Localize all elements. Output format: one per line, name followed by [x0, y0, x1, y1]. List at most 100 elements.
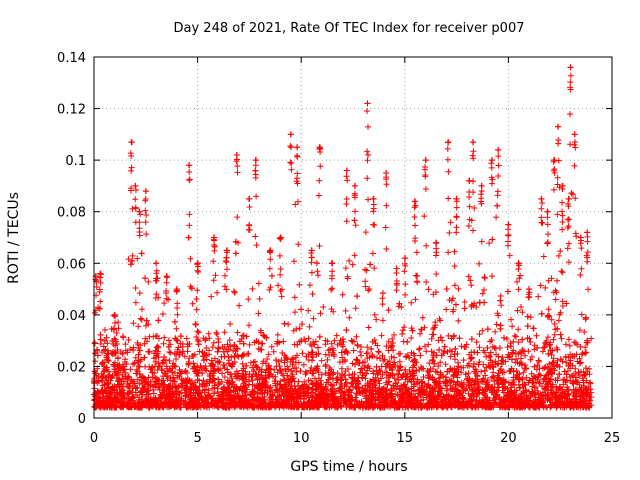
data-point — [566, 342, 573, 349]
data-point — [112, 342, 119, 349]
data-point — [425, 381, 432, 388]
data-point — [182, 367, 189, 374]
data-point — [282, 368, 289, 375]
data-point — [243, 333, 250, 340]
data-point — [343, 379, 350, 386]
data-point — [563, 300, 570, 307]
data-point — [465, 390, 472, 397]
data-point — [487, 363, 494, 370]
data-point — [574, 341, 581, 348]
data-point — [305, 357, 312, 364]
data-point — [513, 396, 520, 403]
data-point — [372, 374, 379, 381]
data-point — [268, 272, 275, 279]
data-point — [476, 260, 483, 267]
data-point — [354, 341, 361, 348]
data-point — [517, 272, 524, 279]
data-point — [373, 363, 380, 370]
data-point — [527, 356, 534, 363]
data-point — [527, 314, 534, 321]
data-point — [418, 365, 425, 372]
data-point — [231, 342, 238, 349]
data-point — [510, 368, 517, 375]
data-point — [464, 376, 471, 383]
data-point — [285, 390, 292, 397]
data-point — [138, 316, 145, 323]
data-point — [474, 390, 481, 397]
data-point — [517, 355, 524, 362]
data-point — [302, 390, 309, 396]
data-point — [155, 335, 162, 342]
data-point — [172, 396, 179, 403]
data-point — [163, 403, 170, 410]
data-point — [259, 401, 266, 408]
data-point — [355, 381, 362, 388]
data-point — [513, 333, 520, 340]
data-point — [554, 277, 561, 284]
data-point — [545, 231, 552, 238]
data-point — [279, 349, 286, 356]
data-point — [322, 370, 329, 377]
data-point — [202, 336, 209, 343]
data-point — [241, 397, 248, 404]
data-point — [569, 353, 576, 360]
data-point — [281, 320, 288, 327]
data-point — [471, 360, 478, 367]
data-point — [520, 369, 527, 376]
data-point — [379, 399, 386, 406]
data-point — [457, 390, 464, 397]
data-point — [229, 398, 236, 405]
data-point — [443, 286, 450, 293]
data-point — [549, 359, 556, 366]
data-point — [553, 395, 560, 402]
data-point — [483, 364, 490, 371]
data-point — [369, 353, 376, 360]
data-point — [349, 380, 356, 387]
data-point — [240, 404, 247, 411]
data-point — [577, 393, 584, 400]
data-point — [100, 343, 107, 350]
data-point — [572, 230, 579, 237]
data-point — [531, 384, 538, 391]
data-point — [164, 376, 171, 383]
data-point — [362, 229, 369, 236]
data-point — [145, 348, 152, 355]
data-point — [215, 367, 222, 374]
data-point — [223, 286, 230, 293]
data-point — [346, 386, 353, 393]
data-point — [449, 397, 456, 404]
data-point — [232, 250, 239, 257]
data-point — [369, 395, 376, 402]
data-point — [509, 380, 516, 387]
data-point — [445, 249, 452, 256]
data-point — [125, 383, 132, 390]
data-point — [243, 392, 250, 399]
data-point — [315, 272, 322, 279]
data-point — [462, 343, 469, 350]
data-point — [199, 381, 206, 388]
data-point — [492, 358, 499, 365]
data-point — [362, 266, 369, 273]
data-point — [120, 366, 127, 373]
data-point — [214, 331, 221, 338]
data-point — [299, 350, 306, 357]
data-point — [249, 396, 256, 403]
data-point — [586, 397, 593, 404]
data-point — [382, 386, 389, 393]
data-point — [334, 401, 341, 408]
data-point — [455, 317, 462, 324]
data-point — [577, 359, 584, 366]
data-point — [136, 347, 143, 354]
data-point — [549, 347, 556, 354]
data-point — [158, 366, 165, 373]
data-point — [292, 201, 299, 208]
data-point — [443, 306, 450, 313]
data-point — [513, 367, 520, 374]
data-point — [563, 377, 570, 384]
data-point — [115, 319, 122, 326]
data-point — [582, 389, 589, 396]
data-point — [407, 371, 414, 378]
data-point — [459, 383, 466, 390]
data-point — [308, 389, 315, 396]
data-point — [504, 288, 511, 295]
